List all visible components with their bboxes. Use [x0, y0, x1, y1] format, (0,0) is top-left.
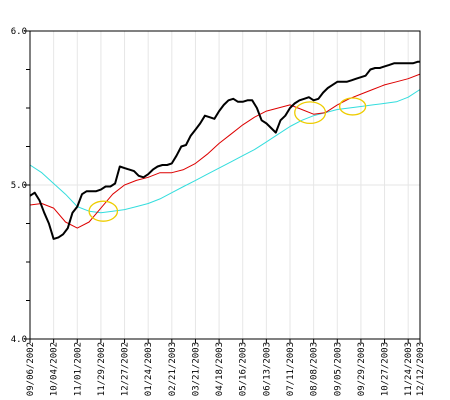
x-tick-label: 10/27/2003	[381, 342, 391, 396]
tick-labels: 4.0 5.0 6.0 09/06/2002 10/04/2002 11/01/2002 1…	[11, 27, 426, 396]
x-tick-label: 11/01/2002	[73, 342, 83, 396]
x-tick-label: 09/06/2002	[26, 342, 36, 396]
axes	[24, 30, 421, 343]
x-tick-label: 09/29/2003	[357, 342, 367, 396]
y-tick-label: 4.0	[11, 335, 27, 345]
highlight-ellipse-3	[338, 97, 367, 116]
highlight-ellipse-2	[294, 101, 327, 125]
x-tick-label: 08/08/2003	[310, 342, 320, 396]
x-tick-label: 06/13/2003	[262, 342, 272, 396]
x-tick-label: 11/29/2002	[97, 342, 107, 396]
series-line-2	[29, 73, 421, 229]
x-tick-label: 05/16/2003	[239, 342, 249, 396]
x-tick-label: 04/18/2003	[215, 342, 225, 396]
y-tick-label: 5.0	[11, 181, 27, 191]
y-tick-label: 6.0	[11, 27, 27, 37]
x-tick-label: 02/21/2003	[168, 342, 178, 396]
highlight-ellipse-1	[88, 200, 119, 222]
series-layer	[29, 60, 421, 240]
x-tick-label: 03/21/2003	[191, 342, 201, 396]
x-tick-label: 01/24/2003	[144, 342, 154, 396]
annotation-layer	[88, 97, 367, 222]
x-tick-label: 11/24/2003	[404, 342, 414, 396]
series-line-1	[29, 60, 420, 240]
x-tick-label: 12/27/2002	[121, 342, 131, 396]
x-tick-label: 09/05/2003	[333, 342, 343, 396]
x-tick-label: 10/04/2002	[50, 342, 60, 396]
series-line-3	[29, 89, 421, 214]
x-tick-label: 07/11/2003	[286, 342, 296, 396]
x-tick-label: 12/12/2003	[416, 342, 426, 396]
